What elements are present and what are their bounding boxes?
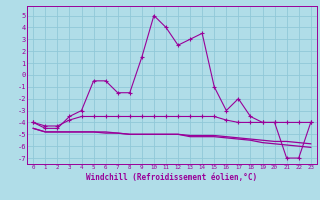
X-axis label: Windchill (Refroidissement éolien,°C): Windchill (Refroidissement éolien,°C): [86, 173, 258, 182]
